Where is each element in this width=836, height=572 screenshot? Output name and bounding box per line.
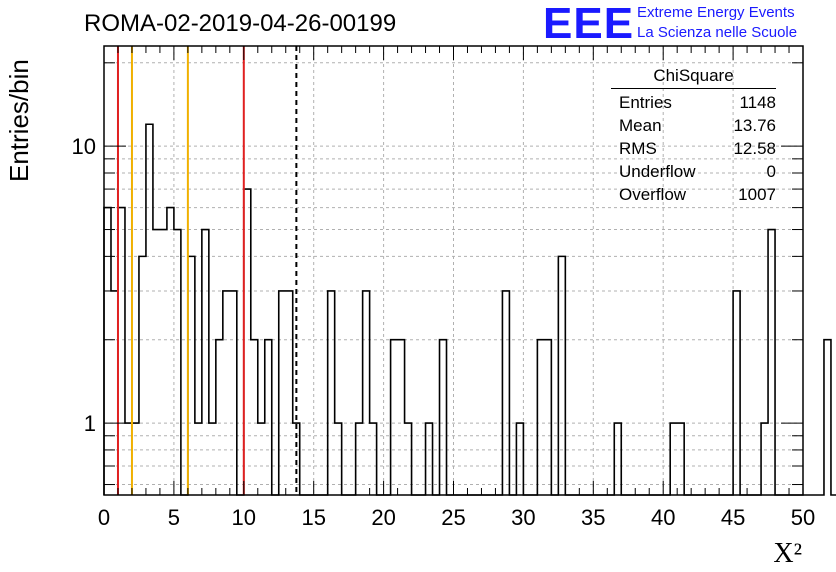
stats-value: 1007 [738, 185, 776, 204]
y-axis-label: Entries/bin [4, 59, 34, 182]
stats-value: 0 [766, 162, 776, 181]
x-tick-label: 45 [721, 505, 745, 530]
x-tick-label: 0 [98, 505, 110, 530]
x-tick-label: 35 [581, 505, 605, 530]
chart-title: ROMA-02-2019-04-26-00199 [84, 10, 397, 37]
stats-label: Underflow [619, 162, 696, 181]
stats-row: Underflow 0 [611, 160, 776, 183]
x-tick-label: 15 [301, 505, 325, 530]
eee-logo: EEE [543, 0, 635, 48]
y-tick-label: 10 [72, 134, 96, 159]
stats-row: Entries 1148 [611, 91, 776, 114]
stats-title: ChiSquare [611, 66, 776, 89]
y-tick-label: 1 [84, 411, 96, 436]
stats-value: 12.58 [733, 139, 776, 158]
x-tick-label: 30 [511, 505, 535, 530]
x-tick-label: 50 [791, 505, 815, 530]
logo-line-1: Extreme Energy Events [637, 4, 795, 21]
logo-line-2: La Scienza nelle Scuole [637, 24, 798, 41]
stats-label: Entries [619, 93, 672, 112]
x-tick-label: 25 [441, 505, 465, 530]
stats-box: ChiSquare Entries 1148 Mean 13.76 RMS 12.58… [611, 66, 776, 206]
stats-label: Mean [619, 116, 662, 135]
x-tick-label: 5 [168, 505, 180, 530]
stats-value: 1148 [739, 93, 776, 112]
stats-row: Mean 13.76 [611, 114, 776, 137]
stats-row: Overflow 1007 [611, 183, 776, 206]
x-tick-label: 10 [232, 505, 256, 530]
stats-row: RMS 12.58 [611, 137, 776, 160]
stats-value: 13.76 [733, 116, 776, 135]
x-tick-label: 40 [651, 505, 675, 530]
stats-label: RMS [619, 139, 657, 158]
x-axis-label: X² [773, 538, 802, 569]
x-tick-label: 20 [371, 505, 395, 530]
stats-label: Overflow [619, 185, 687, 204]
